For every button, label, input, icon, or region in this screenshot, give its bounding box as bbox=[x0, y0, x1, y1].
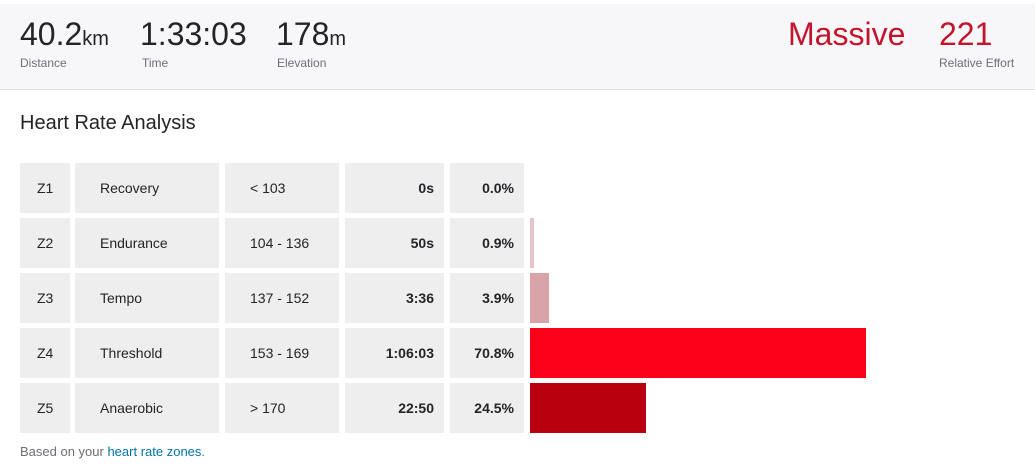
effort-value: 221 bbox=[939, 16, 993, 52]
section-title: Heart Rate Analysis bbox=[20, 112, 196, 134]
stat-label: Elevation bbox=[277, 56, 327, 70]
zone-bar bbox=[530, 383, 647, 433]
zone-time-cell: 3:36 bbox=[345, 273, 444, 323]
zone-range-cell: 153 - 169 bbox=[225, 328, 339, 378]
zone-bar bbox=[530, 218, 535, 268]
effort-level: Massive bbox=[788, 16, 906, 52]
footer-end: . bbox=[201, 444, 206, 459]
zone-percent-cell: 70.8% bbox=[450, 328, 524, 378]
zone-bar bbox=[530, 328, 867, 378]
effort-label: Relative Effort bbox=[939, 56, 1015, 70]
zone-time-cell: 50s bbox=[345, 218, 444, 268]
zone-zone-cell: Z5 bbox=[20, 383, 70, 433]
footer: Based on your heart rate zones. bbox=[20, 444, 205, 459]
zone-range-cell: 104 - 136 bbox=[225, 218, 339, 268]
zone-zone-cell: Z3 bbox=[20, 273, 70, 323]
zone-time-cell: 1:06:03 bbox=[345, 328, 444, 378]
zone-range-cell: < 103 bbox=[225, 163, 339, 213]
zone-percent-cell: 0.9% bbox=[450, 218, 524, 268]
zone-zone-cell: Z4 bbox=[20, 328, 70, 378]
stat-label: Time bbox=[142, 56, 169, 70]
zones-link[interactable]: heart rate zones bbox=[107, 444, 202, 459]
footer-text: Based on your bbox=[20, 444, 108, 459]
summary-bar bbox=[0, 4, 1035, 90]
zone-percent-cell: 24.5% bbox=[450, 383, 524, 433]
zone-name-cell: Threshold bbox=[75, 328, 219, 378]
zone-zone-cell: Z1 bbox=[20, 163, 70, 213]
zone-name-cell: Tempo bbox=[75, 273, 219, 323]
zone-name-cell: Endurance bbox=[75, 218, 219, 268]
stat-unit: km bbox=[82, 28, 109, 50]
zone-percent-cell: 3.9% bbox=[450, 273, 524, 323]
stat: 40.2km bbox=[20, 18, 109, 51]
zone-time-cell: 22:50 bbox=[345, 383, 444, 433]
zone-time-cell: 0s bbox=[345, 163, 444, 213]
zone-zone-cell: Z2 bbox=[20, 218, 70, 268]
stat-value: 178 bbox=[276, 16, 330, 52]
stat-value: 1:33:03 bbox=[140, 16, 247, 52]
stat-value: 40.2 bbox=[20, 16, 83, 52]
zone-name-cell: Anaerobic bbox=[75, 383, 219, 433]
stat-label: Distance bbox=[20, 56, 67, 70]
zone-percent-cell: 0.0% bbox=[450, 163, 524, 213]
zone-range-cell: > 170 bbox=[225, 383, 339, 433]
stat: 178m bbox=[276, 18, 346, 51]
stat-unit: m bbox=[329, 28, 347, 50]
zone-range-cell: 137 - 152 bbox=[225, 273, 339, 323]
zone-name-cell: Recovery bbox=[75, 163, 219, 213]
zone-bar bbox=[530, 273, 549, 323]
